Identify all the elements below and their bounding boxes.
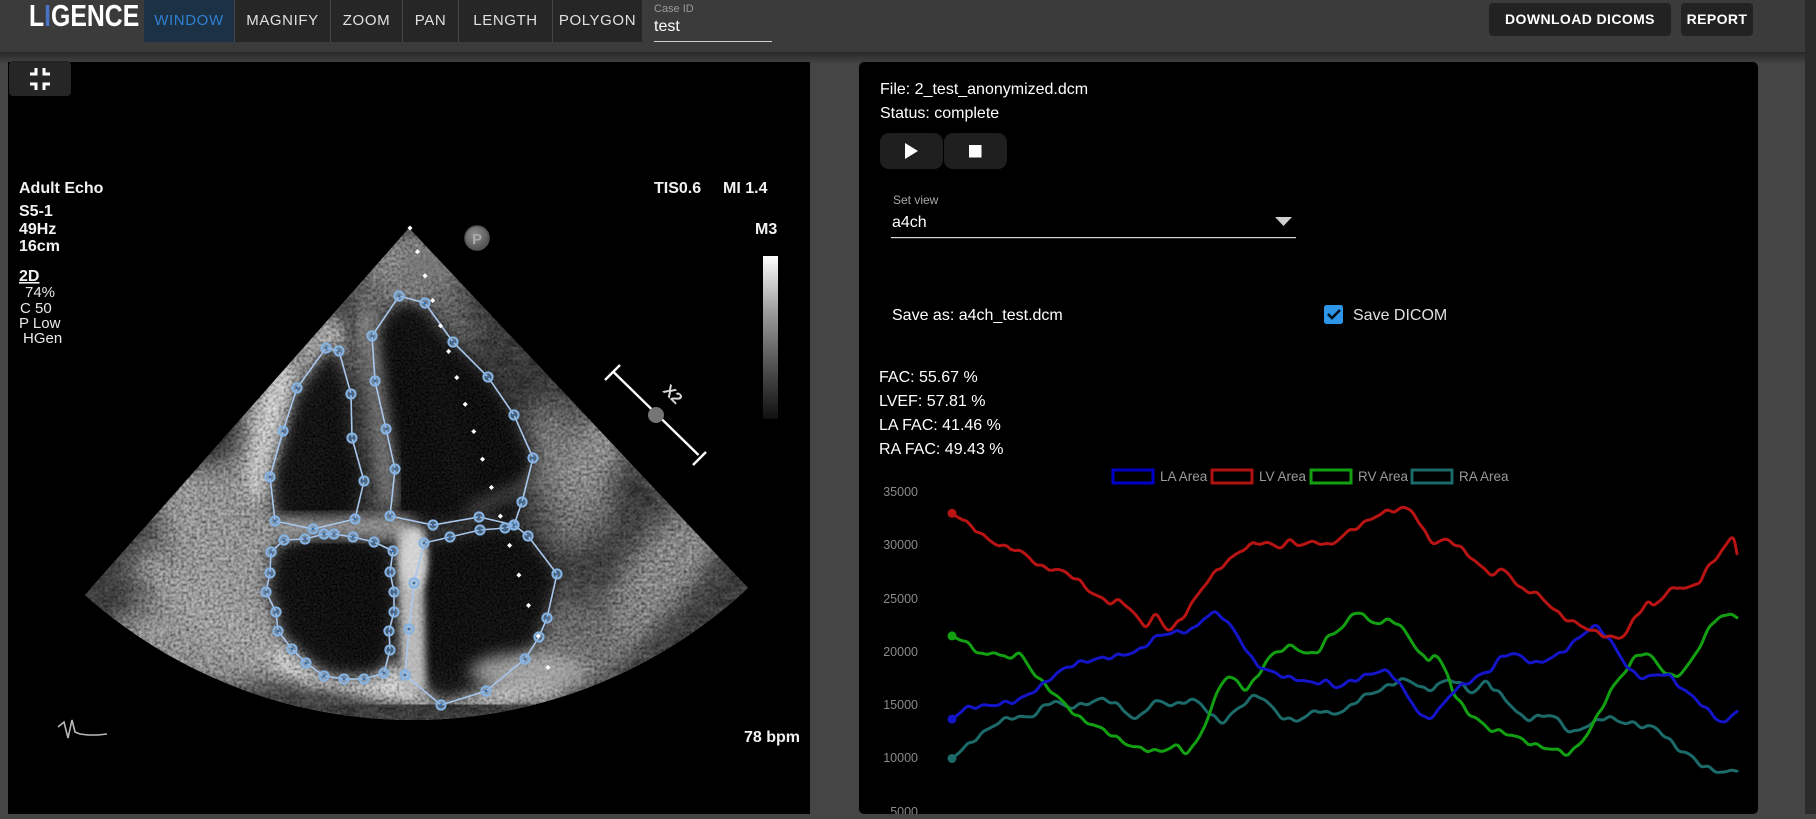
- svg-text:RA FAC: 49.43 %: RA FAC: 49.43 %: [879, 441, 1004, 458]
- svg-text:20000: 20000: [883, 645, 918, 659]
- svg-text:LA FAC: 41.46 %: LA FAC: 41.46 %: [879, 417, 1001, 434]
- svg-text:P: P: [472, 231, 482, 248]
- svg-text:49Hz: 49Hz: [19, 221, 56, 238]
- svg-text:Status: complete: Status: complete: [880, 105, 999, 122]
- svg-text:File: 2_test_anonymized.dcm: File: 2_test_anonymized.dcm: [880, 81, 1088, 98]
- svg-text:10000: 10000: [883, 751, 918, 765]
- svg-text:TIS0.6: TIS0.6: [654, 180, 701, 197]
- svg-text:78 bpm: 78 bpm: [744, 729, 800, 746]
- svg-text:RV Area: RV Area: [1358, 469, 1409, 484]
- svg-text:74%: 74%: [25, 284, 55, 301]
- svg-text:C 50: C 50: [20, 300, 52, 317]
- svg-text:M3: M3: [755, 221, 777, 238]
- svg-text:16cm: 16cm: [19, 238, 60, 255]
- svg-text:S5-1: S5-1: [19, 203, 53, 220]
- svg-text:HGen: HGen: [23, 330, 62, 347]
- svg-text:MI 1.4: MI 1.4: [723, 180, 768, 197]
- svg-text:Save DICOM: Save DICOM: [1353, 307, 1447, 324]
- svg-text:25000: 25000: [883, 592, 918, 606]
- svg-text:15000: 15000: [883, 698, 918, 712]
- svg-text:LA Area: LA Area: [1160, 469, 1208, 484]
- svg-text:FAC: 55.67 %: FAC: 55.67 %: [879, 369, 978, 386]
- svg-text:Set view: Set view: [893, 193, 939, 207]
- svg-text:30000: 30000: [883, 538, 918, 552]
- svg-text:5000: 5000: [890, 805, 918, 814]
- svg-text:LV Area: LV Area: [1259, 469, 1307, 484]
- svg-text:Adult Echo: Adult Echo: [19, 180, 104, 197]
- svg-text:Save as: a4ch_test.dcm: Save as: a4ch_test.dcm: [892, 307, 1063, 324]
- svg-text:RA Area: RA Area: [1459, 469, 1509, 484]
- svg-text:35000: 35000: [883, 485, 918, 499]
- svg-text:2D: 2D: [19, 268, 39, 285]
- svg-text:P Low: P Low: [19, 315, 61, 332]
- svg-text:LVEF: 57.81 %: LVEF: 57.81 %: [879, 393, 985, 410]
- svg-text:a4ch: a4ch: [892, 214, 927, 231]
